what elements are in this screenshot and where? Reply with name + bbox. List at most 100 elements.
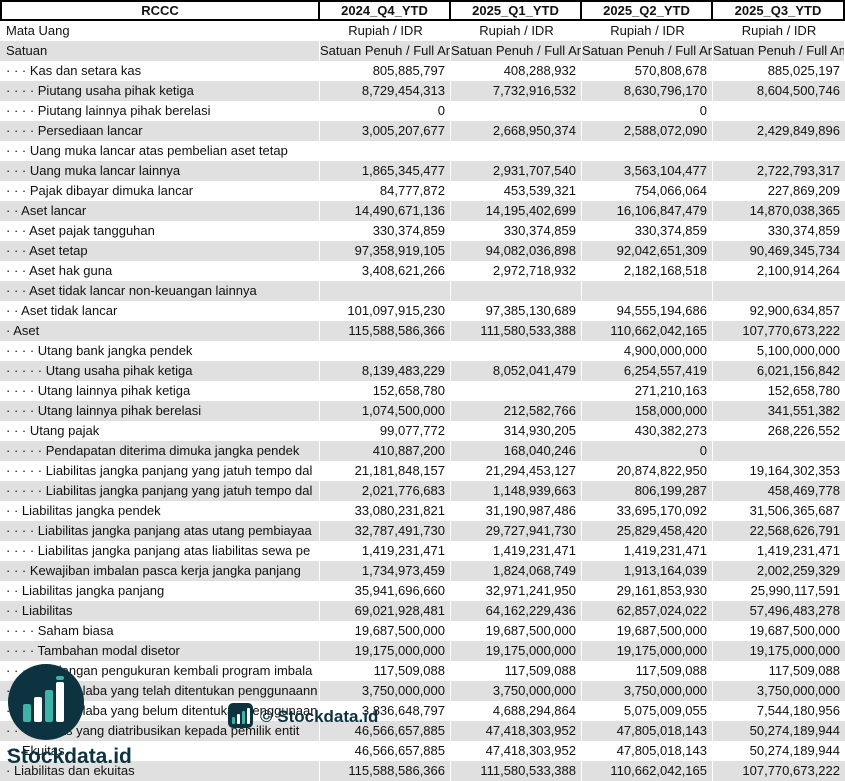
row-value: 453,539,321 bbox=[451, 181, 582, 201]
row-value: 97,358,919,105 bbox=[320, 241, 451, 261]
row-value: 5,100,000,000 bbox=[756, 343, 840, 358]
row-value: 1,074,500,000 bbox=[320, 401, 451, 421]
center-watermark: © Stockdata.id bbox=[228, 703, 378, 731]
table-row: · · · Kas dan setara kas 805,885,797 408… bbox=[0, 61, 845, 81]
row-value: 29,727,941,730 bbox=[451, 521, 582, 541]
row-value: 1,913,164,039 bbox=[582, 561, 713, 581]
row-value: 19,687,500,000 bbox=[451, 621, 582, 641]
row-value: 21,181,848,157 bbox=[320, 461, 451, 481]
row-value: 19,687,500,000 bbox=[749, 623, 840, 638]
table-row: · · · · · Liabilitas jangka panjang yang… bbox=[0, 461, 845, 481]
row-value: 111,580,533,388 bbox=[451, 761, 582, 781]
row-value: 32,787,491,730 bbox=[320, 521, 451, 541]
table-row: · Liabilitas dan ekuitas 115,588,586,366… bbox=[0, 761, 845, 781]
row-label: · · · · Tambahan modal disetor bbox=[0, 641, 320, 661]
unit-value: Satuan Penuh / Full Amount bbox=[320, 41, 451, 61]
stockdata-logo-icon bbox=[7, 664, 85, 744]
row-value: 62,857,024,022 bbox=[582, 601, 713, 621]
table-row: · · · Aset hak guna 3,408,621,266 2,972,… bbox=[0, 261, 845, 281]
row-value: 408,288,932 bbox=[451, 61, 582, 81]
row-value: 92,042,651,309 bbox=[582, 241, 713, 261]
row-value: 115,588,586,366 bbox=[320, 761, 451, 781]
row-value: 8,052,041,479 bbox=[451, 361, 582, 381]
row-value: 6,254,557,419 bbox=[582, 361, 713, 381]
row-label: · · · · Cadangan pengukuran kembali prog… bbox=[0, 661, 320, 681]
row-value: 271,210,163 bbox=[582, 381, 713, 401]
table-row: · · · · Tambahan modal disetor 19,175,00… bbox=[0, 641, 845, 661]
row-value: 3,750,000,000 bbox=[320, 681, 451, 701]
row-value: 47,805,018,143 bbox=[582, 721, 713, 741]
row-value bbox=[713, 281, 845, 301]
row-label: · · · · Persediaan lancar bbox=[0, 121, 320, 141]
row-value: 2,002,259,329 bbox=[756, 563, 840, 578]
row-value bbox=[451, 381, 582, 401]
row-value: 314,930,205 bbox=[451, 421, 582, 441]
row-value: 0 bbox=[582, 441, 713, 461]
table-row: · · · · Utang bank jangka pendek 4,900,0… bbox=[0, 341, 845, 361]
row-value: 115,588,586,366 bbox=[320, 321, 451, 341]
row-value: 1,419,231,471 bbox=[320, 541, 451, 561]
table-row: · · · · · Liabilitas jangka panjang yang… bbox=[0, 481, 845, 501]
row-value: 20,874,822,950 bbox=[582, 461, 713, 481]
row-label: · · · · · Liabilitas jangka panjang yang… bbox=[0, 481, 320, 501]
row-label: · · · Uang muka lancar lainnya bbox=[0, 161, 320, 181]
row-value: 32,971,241,950 bbox=[451, 581, 582, 601]
row-value: 4,900,000,000 bbox=[582, 341, 713, 361]
row-value: 410,887,200 bbox=[320, 441, 451, 461]
column-header-q3-2025: 2025_Q3_YTD bbox=[713, 0, 845, 21]
table-row: · · · · Piutang usaha pihak ketiga 8,729… bbox=[0, 81, 845, 101]
table-row: · Aset 115,588,586,366 111,580,533,388 1… bbox=[0, 321, 845, 341]
row-value: 19,687,500,000 bbox=[582, 621, 713, 641]
row-value: 46,566,657,885 bbox=[320, 721, 451, 741]
unit-value: Satuan Penuh / Full Amount bbox=[451, 41, 582, 61]
row-value: 330,374,859 bbox=[767, 223, 840, 238]
unit-label: Satuan bbox=[0, 41, 320, 61]
row-label: · · Liabilitas jangka panjang bbox=[0, 581, 320, 601]
unit-value: Satuan Penuh / Full Amount bbox=[582, 41, 713, 61]
table-row: · · · · Liabilitas jangka panjang atas u… bbox=[0, 521, 845, 541]
row-value bbox=[713, 101, 845, 121]
row-label: · · · Pajak dibayar dimuka lancar bbox=[0, 181, 320, 201]
row-label: · · · · Utang lainnya pihak ketiga bbox=[0, 381, 320, 401]
row-value: 3,750,000,000 bbox=[756, 683, 840, 698]
table-row: · · Liabilitas 69,021,928,481 64,162,229… bbox=[0, 601, 845, 621]
row-value: 1,824,068,749 bbox=[451, 561, 582, 581]
row-value: 25,990,117,591 bbox=[750, 583, 840, 598]
row-value bbox=[320, 281, 451, 301]
row-value: 19,687,500,000 bbox=[320, 621, 451, 641]
table-row: · · Aset lancar 14,490,671,136 14,195,40… bbox=[0, 201, 845, 221]
column-header-q4-2024: 2024_Q4_YTD bbox=[320, 0, 451, 21]
table-row: · · · · Utang lainnya pihak berelasi 1,0… bbox=[0, 401, 845, 421]
row-value: 3,836,648,797 bbox=[320, 701, 451, 721]
table-header-row: RCCC 2024_Q4_YTD 2025_Q1_YTD 2025_Q2_YTD… bbox=[0, 0, 845, 21]
row-value: 158,000,000 bbox=[582, 401, 713, 421]
row-value: 21,294,453,127 bbox=[451, 461, 582, 481]
row-value bbox=[451, 141, 582, 161]
row-value: 33,080,231,821 bbox=[320, 501, 451, 521]
row-label: · · · · Utang lainnya pihak berelasi bbox=[0, 401, 320, 421]
row-value: 22,568,626,791 bbox=[749, 523, 840, 538]
row-value: 50,274,189,944 bbox=[749, 743, 840, 758]
row-value: 3,408,621,266 bbox=[320, 261, 451, 281]
row-value: 341,551,382 bbox=[767, 403, 840, 418]
row-value: 152,658,780 bbox=[320, 381, 451, 401]
row-value: 117,509,088 bbox=[320, 661, 451, 681]
row-value: 330,374,859 bbox=[582, 221, 713, 241]
row-value: 8,139,483,229 bbox=[320, 361, 451, 381]
row-value: 4,688,294,864 bbox=[451, 701, 582, 721]
row-value: 2,972,718,932 bbox=[451, 261, 582, 281]
row-value: 1,419,231,471 bbox=[756, 543, 840, 558]
row-value: 2,722,793,317 bbox=[756, 163, 840, 178]
row-value: 212,582,766 bbox=[451, 401, 582, 421]
row-value: 2,021,776,683 bbox=[320, 481, 451, 501]
row-value: 14,870,038,365 bbox=[749, 203, 840, 218]
table-row: · · · Kewajiban imbalan pasca kerja jang… bbox=[0, 561, 845, 581]
row-value: 35,941,696,660 bbox=[320, 581, 451, 601]
row-label: · · · · Piutang usaha pihak ketiga bbox=[0, 81, 320, 101]
row-label: · · · · Liabilitas jangka panjang atas u… bbox=[0, 521, 320, 541]
row-value: 19,175,000,000 bbox=[451, 641, 582, 661]
row-value: 2,588,072,090 bbox=[582, 121, 713, 141]
row-value: 47,805,018,143 bbox=[582, 741, 713, 761]
table-header: RCCC 2024_Q4_YTD 2025_Q1_YTD 2025_Q2_YTD… bbox=[0, 0, 845, 61]
